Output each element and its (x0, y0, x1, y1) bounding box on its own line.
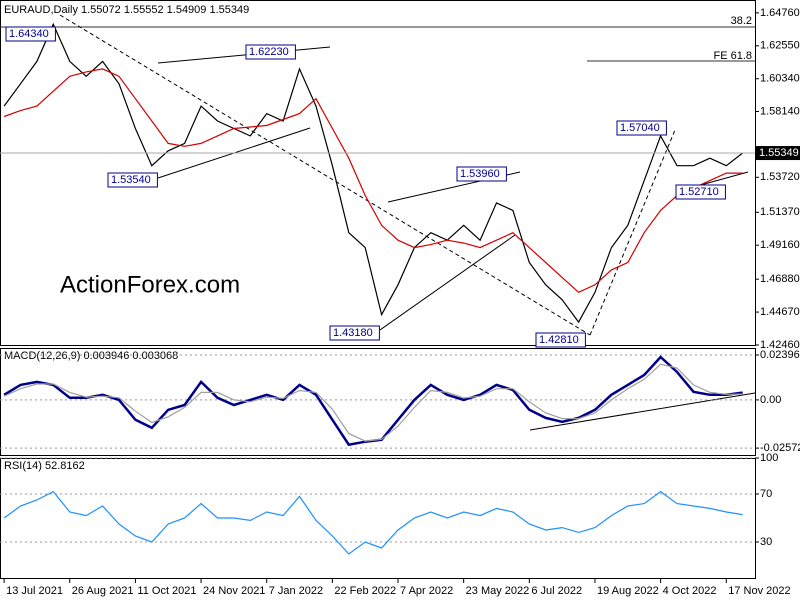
watermark: ActionForex.com (60, 271, 240, 298)
last-price-box (756, 146, 800, 161)
last-price-label: 1.55349 (759, 147, 799, 159)
y-tick-label: 1.60340 (760, 73, 800, 85)
x-tick-label: 6 Jul 2022 (531, 585, 582, 597)
annotation: 1.53540 (111, 174, 151, 186)
x-tick-label: 22 Feb 2022 (334, 585, 396, 597)
annotation-box (456, 166, 507, 182)
price-panel (0, 0, 756, 346)
series-line (3, 22, 744, 324)
y-tick-label: 0.00 (760, 394, 781, 406)
annotation: 1.64340 (9, 28, 49, 40)
annotation-box (245, 44, 296, 60)
x-tick-label: 24 Nov 2021 (203, 585, 265, 597)
x-tick-label: 17 Nov 2022 (728, 585, 790, 597)
annotation-box (5, 26, 56, 42)
annotation: 38.2 (731, 15, 752, 27)
annotation: 1.42810 (539, 334, 579, 346)
macd-panel (0, 348, 756, 456)
y-tick-label: 30 (760, 536, 772, 548)
macd-title: MACD(12,26,9) 0.003946 0.003068 (4, 350, 178, 362)
x-tick-label: 4 Oct 2022 (663, 585, 717, 597)
y-tick-label: 1.44670 (760, 306, 800, 318)
y-tick-label: 1.62550 (760, 40, 800, 52)
series-line (3, 355, 743, 447)
annotation: 1.43180 (333, 327, 373, 339)
y-tick-label: 1.49160 (760, 239, 800, 251)
x-tick-label: 11 Oct 2021 (137, 585, 196, 597)
annotation-box (107, 172, 158, 188)
annotation: 1.52710 (679, 186, 719, 198)
annotation-box (329, 325, 380, 341)
annotation-box (675, 184, 726, 200)
x-tick-label: 23 May 2022 (466, 585, 530, 597)
annotation-box (535, 332, 586, 348)
series-line (3, 363, 743, 442)
y-tick-label: 1.46880 (760, 273, 800, 285)
series-line (3, 490, 743, 555)
rsi-title: RSI(14) 52.8162 (4, 460, 85, 472)
x-tick-label: 7 Jan 2022 (269, 585, 323, 597)
x-tick-label: 13 Jul 2021 (6, 585, 63, 597)
price-title: EURAUD,Daily 1.55072 1.55552 1.54909 1.5… (4, 4, 249, 16)
annotation-box (616, 120, 667, 136)
annotation: 1.57040 (620, 122, 660, 134)
x-tick-label: 7 Apr 2022 (400, 585, 453, 597)
y-tick-label: 70 (760, 488, 772, 500)
y-tick-label: 1.42460 (760, 339, 800, 351)
y-tick-label: 1.51370 (760, 206, 800, 218)
y-tick-label: -0.025726 (760, 442, 800, 454)
x-tick-label: 26 Aug 2021 (72, 585, 134, 597)
y-tick-label: 1.64760 (760, 7, 800, 19)
y-tick-label: 100 (760, 452, 778, 464)
annotation: FE 61.8 (713, 50, 752, 62)
y-tick-label: 1.53720 (760, 171, 800, 183)
series-line (3, 68, 743, 294)
rsi-panel (0, 458, 756, 579)
x-tick-label: 19 Aug 2022 (597, 585, 659, 597)
annotation: 1.62230 (249, 46, 289, 58)
y-tick-label: 0.023963 (760, 349, 800, 361)
y-tick-label: 1.58140 (760, 105, 800, 117)
annotation: 1.53960 (460, 168, 500, 180)
